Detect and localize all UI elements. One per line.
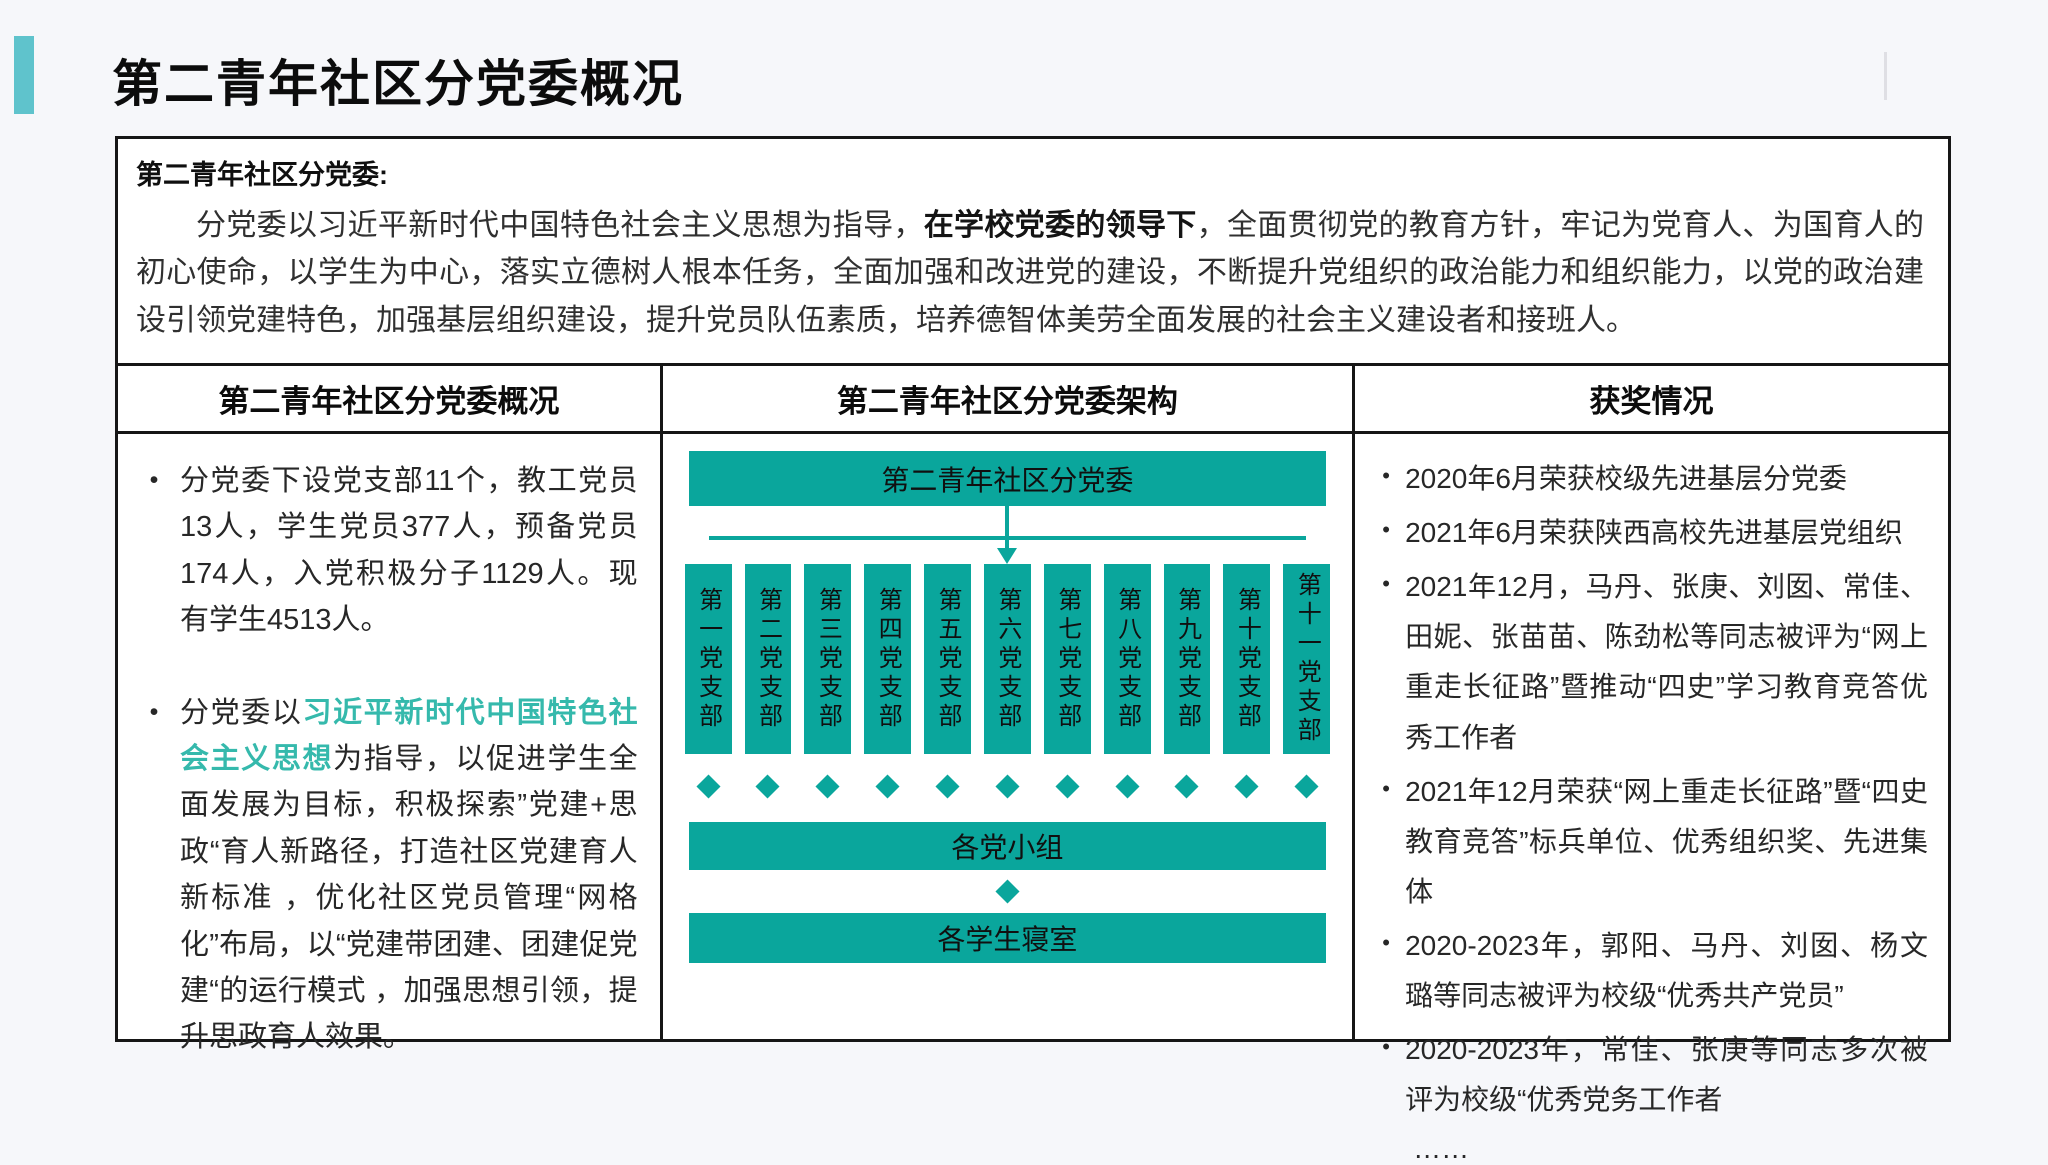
diamond-icon <box>1115 774 1140 799</box>
list-item: • 2021年6月荣获陕西高校先进基层党组织 <box>1367 508 1928 558</box>
org-branch: 第九党支部 <box>1163 564 1211 799</box>
org-connector <box>685 506 1330 564</box>
org-branch-node: 第一党支部 <box>684 564 732 754</box>
org-branch: 第四党支部 <box>864 564 912 799</box>
decor-line <box>1884 52 1887 100</box>
org-branch: 第七党支部 <box>1043 564 1091 799</box>
overview-bullet-2-text-1: 分党委以 <box>180 696 303 729</box>
bullet-icon: • <box>1382 1034 1390 1060</box>
award-item-5: 2020-2023年，郭阳、马丹、刘囡、杨文璐等同志被评为校级“优秀共产党员” <box>1405 929 1928 1012</box>
list-item: • 2021年12月荣获“网上重走长征路”暨“四史教育竞答”标兵单位、优秀组织奖… <box>1367 767 1928 917</box>
list-item: • 2020-2023年，郭阳、马丹、刘囡、杨文璐等同志被评为校级“优秀共产党员… <box>1367 921 1928 1021</box>
arrow-down-icon <box>997 548 1018 564</box>
org-branch: 第五党支部 <box>924 564 971 799</box>
org-branch-node: 第十党支部 <box>1223 564 1271 754</box>
diamond-icon <box>995 774 1020 799</box>
bullet-icon: • <box>1382 517 1390 543</box>
intro-text-2: ，全面贯彻党的教育方针，牢记为党育人、为国育人的初心使命，以学生为中心，落实立德… <box>136 209 1925 337</box>
diamond-icon <box>1234 774 1259 799</box>
bullet-icon: • <box>149 697 159 726</box>
org-branch-node: 第三党支部 <box>804 564 852 754</box>
org-branch: 第十党支部 <box>1223 564 1271 799</box>
org-branch-node: 第五党支部 <box>924 564 971 754</box>
diamond-icon <box>815 774 840 799</box>
three-column-table: 第二青年社区分党委概况 • 分党委下设党支部11个，教工党员13人，学生党员37… <box>118 363 1948 1164</box>
diamond-icon <box>696 774 721 799</box>
org-branch-node: 第八党支部 <box>1103 564 1151 754</box>
org-branch-node: 第六党支部 <box>983 564 1031 754</box>
structure-column-header: 第二青年社区分党委架构 <box>662 366 1353 434</box>
intro-section: 第二青年社区分党委: 分党委以习近平新时代中国特色社会主义思想为指导，在学校党委… <box>118 139 1948 363</box>
award-item-4: 2021年12月荣获“网上重走长征路”暨“四史教育竞答”标兵单位、优秀组织奖、先… <box>1405 775 1928 907</box>
branch-row: 第一党支部 第二党支部 第三党支部 第四党支部 第五党支部 第六党支部 第七党支… <box>663 564 1352 799</box>
diamond-icon <box>995 879 1020 904</box>
diamond-icon <box>875 774 900 799</box>
awards-column: 获奖情况 • 2020年6月荣获校级先进基层分党委 • 2021年6月荣获陕西高… <box>1355 366 1948 1164</box>
overview-column: 第二青年社区分党委概况 • 分党委下设党支部11个，教工党员13人，学生党员37… <box>118 366 660 1053</box>
award-item-2: 2021年6月荣获陕西高校先进基层党组织 <box>1405 517 1903 549</box>
org-branch: 第六党支部 <box>983 564 1031 799</box>
org-root-node: 第二青年社区分党委 <box>688 451 1327 506</box>
org-branch: 第十一党支部 <box>1283 564 1331 799</box>
list-item: • 2021年12月，马丹、张庚、刘囡、常佳、田妮、张苗苗、陈劲松等同志被评为“… <box>1367 562 1928 762</box>
intro-text-bold: 在学校党委的领导下 <box>923 209 1197 242</box>
org-branch: 第一党支部 <box>684 564 732 799</box>
overview-bullet-2-text-2: 为指导，以促进学生全面发展为目标，积极探索”党建+思政“育人新路径，打造社区党建… <box>180 742 638 1054</box>
overview-column-header: 第二青年社区分党委概况 <box>118 366 660 434</box>
award-item-6: 2020-2023年，常佳、张庚等同志多次被评为校级“优秀党务工作者 <box>1405 1034 1928 1116</box>
org-branch-node: 第七党支部 <box>1043 564 1091 754</box>
org-branch-node: 第四党支部 <box>864 564 912 754</box>
structure-column: 第二青年社区分党委架构 第二青年社区分党委 第一党支部 第二党支部 第三党支部 … <box>659 366 1356 1039</box>
org-branch: 第二党支部 <box>744 564 792 799</box>
awards-ellipsis: …… <box>1413 1133 1470 1165</box>
awards-column-body: • 2020年6月荣获校级先进基层分党委 • 2021年6月荣获陕西高校先进基层… <box>1355 434 1948 1164</box>
org-group-node: 各党小组 <box>688 822 1327 870</box>
overview-column-body: • 分党委下设党支部11个，教工党员13人，学生党员377人，预备党员174人，… <box>118 434 660 1053</box>
bullet-icon: • <box>1382 775 1390 801</box>
overview-bullet-2: 分党委以习近平新时代中国特色社会主义思想为指导，以促进学生全面发展为目标，积极探… <box>180 690 638 1061</box>
connector-vertical-line <box>1005 506 1010 550</box>
content-panel: 第二青年社区分党委: 分党委以习近平新时代中国特色社会主义思想为指导，在学校党委… <box>115 136 1951 1164</box>
diamond-icon <box>1174 774 1199 799</box>
overview-bullet-1: 分党委下设党支部11个，教工党员13人，学生党员377人，预备党员174人，入党… <box>180 465 638 637</box>
overview-bullet-2-highlight: 习近平新时代中国特色社会主义思想 <box>180 696 638 775</box>
org-branch-node: 第二党支部 <box>744 564 792 754</box>
org-branch: 第八党支部 <box>1103 564 1151 799</box>
award-item-3: 2021年12月，马丹、张庚、刘囡、常佳、田妮、张苗苗、陈劲松等同志被评为“网上… <box>1405 571 1928 753</box>
org-branch-node: 第九党支部 <box>1163 564 1211 754</box>
awards-column-header: 获奖情况 <box>1355 366 1948 434</box>
bullet-icon: • <box>1382 571 1390 597</box>
org-branch-node: 第十一党支部 <box>1283 564 1331 754</box>
diamond-icon <box>755 774 780 799</box>
bullet-icon: • <box>149 466 159 494</box>
bullet-icon: • <box>1382 463 1390 488</box>
org-dorm-node: 各学生寝室 <box>688 913 1327 963</box>
intro-paragraph: 分党委以习近平新时代中国特色社会主义思想为指导，在学校党委的领导下，全面贯彻党的… <box>136 202 1924 344</box>
org-chart: 第二青年社区分党委 第一党支部 第二党支部 第三党支部 第四党支部 第五党支部 … <box>663 434 1352 1039</box>
diamond-icon <box>1055 774 1080 799</box>
org-branch: 第三党支部 <box>804 564 852 799</box>
list-item: • 2020-2023年，常佳、张庚等同志多次被评为校级“优秀党务工作者 <box>1367 1025 1928 1125</box>
list-item: • 分党委下设党支部11个，教工党员13人，学生党员377人，预备党员174人，… <box>128 458 638 644</box>
intro-label: 第二青年社区分党委: <box>136 160 388 190</box>
list-item: • 分党委以习近平新时代中国特色社会主义思想为指导，以促进学生全面发展为目标，积… <box>128 690 638 1061</box>
list-item: • 2020年6月荣获校级先进基层分党委 <box>1367 454 1928 504</box>
intro-text-1: 分党委以习近平新时代中国特色社会主义思想为指导， <box>196 209 924 242</box>
award-item-1: 2020年6月荣获校级先进基层分党委 <box>1405 463 1847 494</box>
page-title: 第二青年社区分党委概况 <box>112 56 684 112</box>
diamond-icon <box>1294 774 1319 799</box>
bullet-icon: • <box>1382 929 1390 955</box>
diamond-icon <box>935 774 960 799</box>
title-accent-bar <box>14 36 34 114</box>
